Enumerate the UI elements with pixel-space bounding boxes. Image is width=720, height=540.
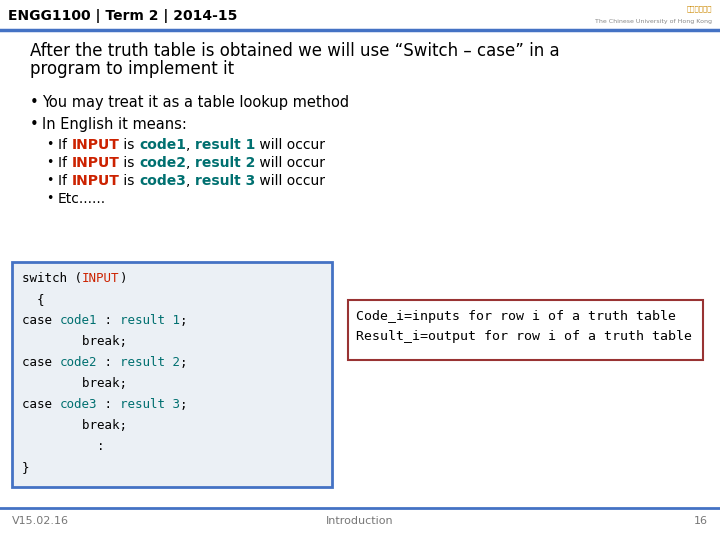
Text: V15.02.16: V15.02.16 [12,516,69,526]
FancyBboxPatch shape [348,300,703,360]
Text: result 1: result 1 [194,138,255,152]
Text: If: If [58,156,71,170]
Text: code3: code3 [139,174,186,188]
Text: code2: code2 [139,156,186,170]
Text: The Chinese University of Hong Kong: The Chinese University of Hong Kong [595,18,712,24]
Text: Code_i=inputs for row i of a truth table: Code_i=inputs for row i of a truth table [356,310,676,323]
Text: If: If [58,174,71,188]
Text: result 2: result 2 [120,356,179,369]
Text: :: : [97,314,120,327]
Text: code1: code1 [60,314,97,327]
Text: will occur: will occur [255,174,325,188]
Text: Etc......: Etc...... [58,192,106,206]
Text: result 3: result 3 [120,398,179,411]
Text: ,: , [186,174,194,188]
Text: Result_i=output for row i of a truth table: Result_i=output for row i of a truth tab… [356,330,692,343]
Text: •: • [46,156,53,169]
Text: is: is [120,156,139,170]
Text: •: • [30,95,39,110]
Text: code3: code3 [60,398,97,411]
Text: INPUT: INPUT [71,156,120,170]
Text: :: : [22,440,104,453]
Text: result 1: result 1 [120,314,179,327]
Text: case: case [22,314,60,327]
Text: is: is [120,174,139,188]
Text: Introduction: Introduction [326,516,394,526]
Text: INPUT: INPUT [71,174,120,188]
Text: •: • [46,138,53,151]
Text: break;: break; [22,419,127,432]
Text: •: • [46,192,53,205]
Text: •: • [46,174,53,187]
Text: case: case [22,398,60,411]
Text: {: { [22,293,45,306]
Text: will occur: will occur [255,138,325,152]
FancyBboxPatch shape [0,2,720,30]
Text: result 3: result 3 [194,174,255,188]
Text: ENGG1100 | Term 2 | 2014-15: ENGG1100 | Term 2 | 2014-15 [8,9,238,23]
Text: ;: ; [179,398,187,411]
Text: switch (: switch ( [22,272,82,285]
Text: }: } [22,461,30,474]
Text: :: : [97,356,120,369]
Text: If: If [58,138,71,152]
Text: INPUT: INPUT [71,138,120,152]
Text: code2: code2 [60,356,97,369]
Text: ;: ; [179,356,187,369]
Text: ,: , [186,138,194,152]
Text: result 2: result 2 [194,156,255,170]
Text: ): ) [120,272,127,285]
Text: will occur: will occur [255,156,325,170]
Text: case: case [22,356,60,369]
Text: code1: code1 [139,138,186,152]
Text: is: is [120,138,139,152]
Text: You may treat it as a table lookup method: You may treat it as a table lookup metho… [42,95,349,110]
Text: INPUT: INPUT [82,272,120,285]
FancyBboxPatch shape [12,262,332,487]
Text: 香港中文大學: 香港中文大學 [686,6,712,12]
Text: In English it means:: In English it means: [42,117,187,132]
Text: program to implement it: program to implement it [30,60,234,78]
Text: break;: break; [22,377,127,390]
Text: :: : [97,398,120,411]
Text: 16: 16 [694,516,708,526]
Text: break;: break; [22,335,127,348]
Text: ,: , [186,156,194,170]
Text: •: • [30,117,39,132]
Text: ;: ; [179,314,187,327]
Text: After the truth table is obtained we will use “Switch – case” in a: After the truth table is obtained we wil… [30,42,559,60]
